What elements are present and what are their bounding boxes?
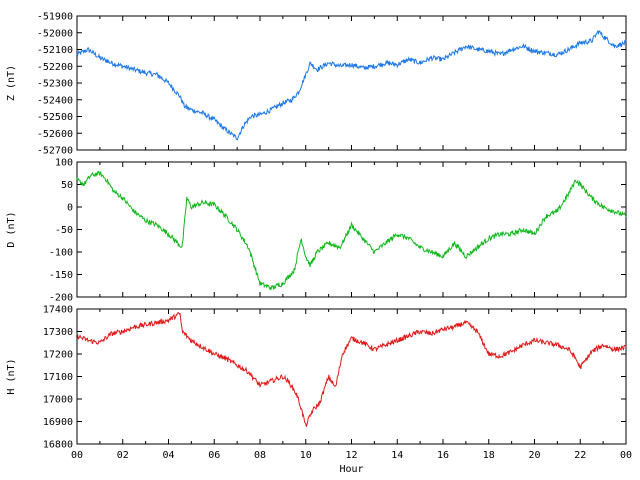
x-tick-label: 14	[391, 450, 403, 461]
x-tick-label: 02	[117, 450, 129, 461]
y-tick-label: 16900	[43, 417, 73, 428]
y-tick-label: -52000	[37, 28, 73, 39]
x-tick-label: 18	[483, 450, 495, 461]
y-tick-label: 17300	[43, 327, 73, 338]
y-tick-label: -52700	[37, 146, 73, 157]
x-tick-label: 08	[254, 450, 266, 461]
y-tick-label: -51900	[37, 12, 73, 23]
y-axis-label: H (nT)	[6, 358, 17, 394]
panel-2: 17400 17300 17200 17100 17000 16900 16800 H (nT…	[6, 305, 632, 476]
y-tick-label: 17200	[43, 350, 73, 361]
y-tick-label: 17000	[43, 395, 73, 406]
chart-panels: -51900 -52000 -52100 -52200 -52300 -52400 -525…	[6, 12, 632, 476]
y-tick-label: -52300	[37, 79, 73, 90]
plot-frame	[76, 308, 627, 445]
y-tick-label: 17100	[43, 372, 73, 383]
y-tick-label: -200	[49, 293, 73, 304]
x-tick-label: 20	[528, 450, 540, 461]
y-tick-label: -52100	[37, 45, 73, 56]
y-tick-label: -52500	[37, 112, 73, 123]
y-tick-label: -150	[49, 270, 73, 281]
panel-1: 100 50 0 -50 -100 -150 -200 D (nT)	[6, 158, 627, 304]
y-tick-label: -52600	[37, 129, 73, 140]
y-tick-label: -52400	[37, 95, 73, 106]
x-tick-label: 16	[437, 450, 449, 461]
y-tick-label: 100	[55, 158, 73, 169]
y-tick-label: 17400	[43, 305, 73, 316]
x-tick-label: 00	[71, 450, 83, 461]
y-axis-label: D (nT)	[6, 211, 17, 247]
y-axis-label: Z (nT)	[6, 65, 17, 101]
x-tick-label: 04	[162, 450, 174, 461]
x-tick-label: 00	[620, 450, 632, 461]
series-line	[76, 170, 627, 291]
x-tick-label: 06	[208, 450, 220, 461]
y-tick-label: -100	[49, 248, 73, 259]
x-axis-label: Hour	[339, 464, 363, 475]
y-tick-label: -52200	[37, 62, 73, 73]
x-tick-label: 10	[300, 450, 312, 461]
series-line	[76, 311, 627, 427]
y-tick-label: 0	[67, 203, 73, 214]
y-tick-label: 16800	[43, 440, 73, 451]
plot-frame	[76, 15, 627, 151]
series-line	[76, 30, 627, 141]
y-tick-label: 50	[61, 180, 73, 191]
x-tick-label: 12	[345, 450, 357, 461]
panel-0: -51900 -52000 -52100 -52200 -52300 -52400 -525…	[6, 12, 627, 157]
y-tick-label: -50	[55, 225, 73, 236]
plot-frame	[76, 161, 627, 298]
x-tick-label: 22	[574, 450, 586, 461]
